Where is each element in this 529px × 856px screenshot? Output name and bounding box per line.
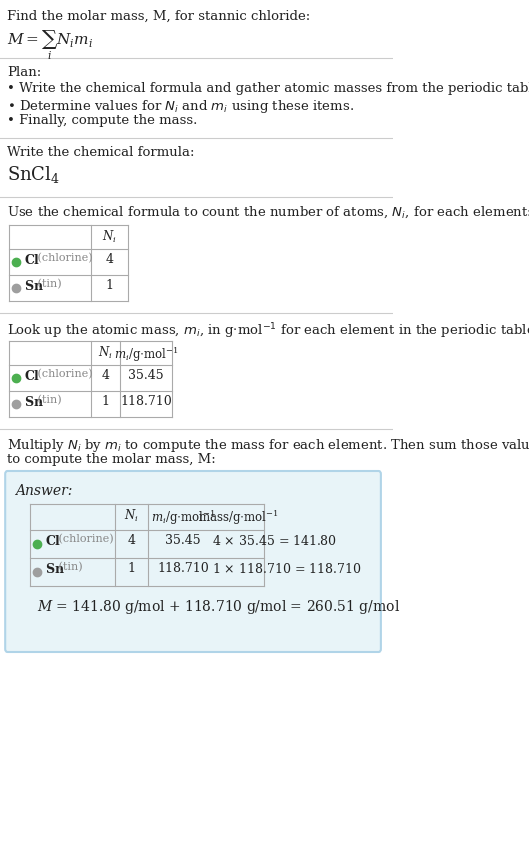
Text: Multiply $N_i$ by $m_i$ to compute the mass for each element. Then sum those val: Multiply $N_i$ by $m_i$ to compute the m… [7, 437, 529, 454]
Text: 35.45: 35.45 [129, 369, 164, 382]
Text: • Determine values for $N_i$ and $m_i$ using these items.: • Determine values for $N_i$ and $m_i$ u… [7, 98, 354, 115]
Text: $m_i$/g$\cdot$mol$^{-1}$: $m_i$/g$\cdot$mol$^{-1}$ [151, 508, 215, 527]
Text: 1: 1 [128, 562, 136, 575]
Text: $N_i$: $N_i$ [124, 508, 139, 524]
Text: (tin): (tin) [34, 395, 62, 405]
Text: $\mathbf{Cl}$: $\mathbf{Cl}$ [44, 534, 61, 548]
Text: (chlorine): (chlorine) [34, 369, 93, 379]
Text: Answer:: Answer: [15, 484, 72, 498]
Text: $\mathrm{SnCl_4}$: $\mathrm{SnCl_4}$ [7, 164, 60, 185]
Text: 4: 4 [105, 253, 113, 266]
Text: Write the chemical formula:: Write the chemical formula: [7, 146, 195, 159]
Text: $\mathbf{Sn}$: $\mathbf{Sn}$ [44, 562, 65, 576]
Text: $M = \sum_i N_i m_i$: $M = \sum_i N_i m_i$ [7, 28, 93, 62]
Text: 4: 4 [102, 369, 110, 382]
Text: Look up the atomic mass, $m_i$, in g$\cdot$mol$^{-1}$ for each element in the pe: Look up the atomic mass, $m_i$, in g$\cd… [7, 321, 529, 341]
Text: $\mathbf{Sn}$: $\mathbf{Sn}$ [24, 395, 43, 409]
Text: mass/g$\cdot$mol$^{-1}$: mass/g$\cdot$mol$^{-1}$ [198, 508, 279, 527]
Text: $\mathbf{Sn}$: $\mathbf{Sn}$ [24, 279, 43, 293]
Text: $m_i$/g$\cdot$mol$^{-1}$: $m_i$/g$\cdot$mol$^{-1}$ [114, 345, 179, 364]
Text: • Write the chemical formula and gather atomic masses from the periodic table.: • Write the chemical formula and gather … [7, 82, 529, 95]
Text: (chlorine): (chlorine) [34, 253, 93, 264]
Text: $N_i$: $N_i$ [98, 345, 113, 361]
Text: 4: 4 [128, 534, 136, 547]
Text: 1: 1 [105, 279, 113, 292]
Text: $\mathbf{Cl}$: $\mathbf{Cl}$ [24, 253, 40, 267]
Text: • Finally, compute the mass.: • Finally, compute the mass. [7, 114, 198, 127]
Text: 118.710: 118.710 [157, 562, 209, 575]
FancyBboxPatch shape [5, 471, 381, 652]
Text: 1 $\times$ 118.710 = 118.710: 1 $\times$ 118.710 = 118.710 [212, 562, 361, 576]
Text: $N_i$: $N_i$ [102, 229, 116, 245]
Text: to compute the molar mass, M:: to compute the molar mass, M: [7, 453, 216, 466]
Text: $M$ = 141.80 g/mol + 118.710 g/mol = 260.51 g/mol: $M$ = 141.80 g/mol + 118.710 g/mol = 260… [37, 598, 400, 616]
Text: (tin): (tin) [55, 562, 83, 573]
Text: Plan:: Plan: [7, 66, 42, 79]
Text: 4 $\times$ 35.45 = 141.80: 4 $\times$ 35.45 = 141.80 [212, 534, 337, 548]
Text: $\mathbf{Cl}$: $\mathbf{Cl}$ [24, 369, 40, 383]
Text: (chlorine): (chlorine) [55, 534, 114, 544]
Text: (tin): (tin) [34, 279, 62, 289]
Text: Use the chemical formula to count the number of atoms, $N_i$, for each element:: Use the chemical formula to count the nu… [7, 205, 529, 221]
Text: 118.710: 118.710 [121, 395, 172, 408]
Text: 1: 1 [102, 395, 110, 408]
Text: Find the molar mass, M, for stannic chloride:: Find the molar mass, M, for stannic chlo… [7, 10, 311, 23]
Text: 35.45: 35.45 [165, 534, 201, 547]
